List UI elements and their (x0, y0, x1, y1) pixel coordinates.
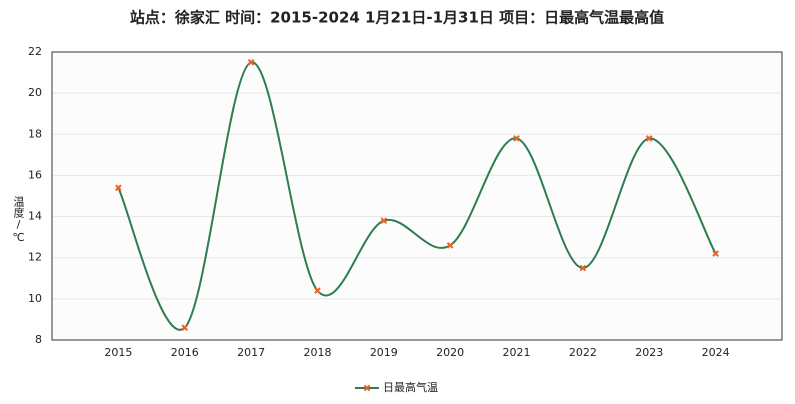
x-tick-label: 2022 (569, 346, 597, 359)
x-tick-label: 2020 (436, 346, 464, 359)
point-marker (513, 135, 520, 142)
plot-area (52, 52, 782, 340)
point-marker (579, 264, 587, 272)
y-tick-label: 22 (28, 45, 42, 58)
point-marker (380, 217, 388, 224)
y-tick-label: 16 (28, 168, 42, 181)
point-marker (712, 250, 719, 257)
point-marker (446, 242, 454, 249)
point-marker (247, 58, 255, 66)
y-tick-label: 8 (35, 333, 42, 346)
chart-title: 站点：徐家汇 时间：2015-2024 1月21日-1月31日 项目：日最高气温… (130, 9, 664, 27)
y-tick-label: 14 (28, 210, 42, 223)
y-tick-label: 18 (28, 127, 42, 140)
y-axis-label: 温度/℃ (12, 196, 25, 244)
x-tick-label: 2016 (171, 346, 199, 359)
point-marker (181, 324, 189, 331)
point-marker (314, 287, 321, 294)
legend-marker (363, 384, 371, 392)
x-tick-label: 2017 (237, 346, 265, 359)
x-tick-label: 2018 (303, 346, 331, 359)
x-tick-label: 2019 (370, 346, 398, 359)
series-line (117, 61, 717, 331)
x-tick-label: 2015 (104, 346, 132, 359)
x-tick-label: 2024 (702, 346, 730, 359)
point-marker (645, 135, 653, 142)
y-tick-label: 10 (28, 292, 42, 305)
x-tick-label: 2023 (635, 346, 663, 359)
point-marker (115, 184, 122, 192)
plot-border (51, 51, 783, 341)
y-tick-label: 12 (28, 251, 42, 264)
y-tick-label: 20 (28, 86, 42, 99)
legend-label: 日最高气温 (383, 380, 438, 394)
x-tick-label: 2021 (503, 346, 531, 359)
